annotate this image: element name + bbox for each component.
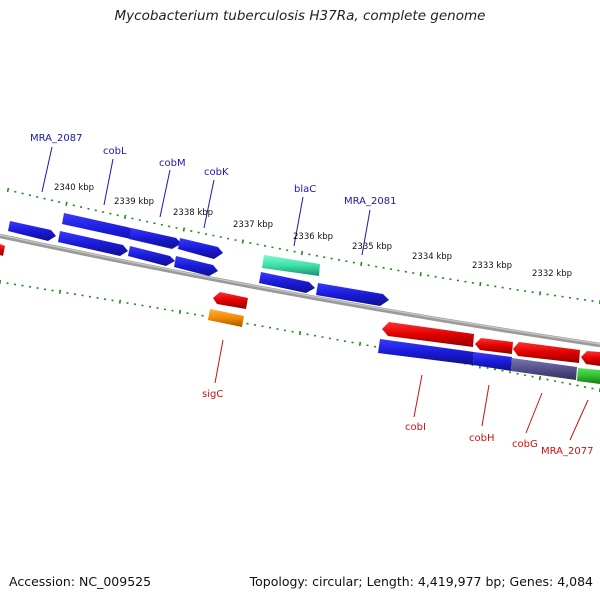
track-dot xyxy=(538,291,542,296)
gene-arrow-blaC[interactable] xyxy=(262,255,320,276)
scale-tick-label: 2339 kbp xyxy=(114,197,154,207)
gene-arrow-cob-small[interactable] xyxy=(174,256,218,276)
scale-tick-label: 2334 kbp xyxy=(412,252,452,262)
track-dot xyxy=(298,330,302,336)
gene-arrow-mra2081-left[interactable] xyxy=(259,272,315,293)
gene-arrow-cobM-outer[interactable] xyxy=(129,228,181,249)
track-dot xyxy=(241,239,245,244)
label-leader-lines-bottom xyxy=(214,339,589,441)
track-dot xyxy=(65,201,68,206)
gene-arrow-cobH[interactable] xyxy=(473,352,512,371)
scale-tick-label: 2338 kbp xyxy=(173,208,213,218)
map-title: Mycobacterium tuberculosis H37Ra, comple… xyxy=(114,8,486,24)
gene-arrow-cobK[interactable] xyxy=(178,238,223,259)
gene-label-cobG: cobG xyxy=(512,439,538,450)
gene-label-cobL: cobL xyxy=(103,146,127,157)
gene-arrow-mra2077[interactable] xyxy=(577,368,600,384)
gene-label-cobM: cobM xyxy=(159,158,186,169)
scale-tick-label: 2335 kbp xyxy=(352,242,392,252)
track-dot xyxy=(123,214,127,220)
gene-label-mra2077: MRA_2077 xyxy=(541,446,593,457)
gene-arrow-sigC-red[interactable] xyxy=(213,292,248,309)
track-dot xyxy=(58,289,62,294)
gene-arrow-cobI-rev[interactable] xyxy=(382,322,474,347)
gene-label-cobK: cobK xyxy=(204,167,229,178)
topology-text: Topology: circular; Length: 4,419,977 bp… xyxy=(249,574,593,589)
gene-arrow-mra2081[interactable] xyxy=(316,283,389,306)
track-dotted-outer xyxy=(6,187,600,305)
genome-backbone xyxy=(0,233,600,348)
label-leader-lines xyxy=(41,146,371,256)
gene-arrow-cobI-fwd[interactable] xyxy=(58,231,128,256)
scale-tick-label: 2336 kbp xyxy=(293,232,333,242)
scale-tick-label: 2332 kbp xyxy=(532,269,572,279)
track-dot xyxy=(360,261,363,267)
scale-tick-label: 2337 kbp xyxy=(233,220,273,230)
gene-arrow-mra2087[interactable] xyxy=(8,221,56,241)
gene-arrow-right-edge-rev[interactable] xyxy=(581,351,600,366)
gene-arrow-cob-mid[interactable] xyxy=(128,246,175,266)
gene-arrow-cobG-rev[interactable] xyxy=(513,342,580,363)
gene-arrow-left-edge[interactable] xyxy=(0,244,5,256)
gene-label-cobI: cobI xyxy=(405,422,426,433)
track-dot xyxy=(479,281,482,287)
accession-text: Accession: NC_009525 xyxy=(9,574,152,589)
gene-label-cobH: cobH xyxy=(469,433,494,444)
gene-label-mra2087: MRA_2087 xyxy=(30,133,82,144)
track-dot xyxy=(178,309,182,314)
track-dot xyxy=(118,299,122,304)
track-dot xyxy=(538,376,542,381)
gene-arrow-cobI[interactable] xyxy=(378,339,474,365)
track-dot xyxy=(6,187,10,193)
track-dot xyxy=(300,250,304,256)
gene-arrow-cobH-rev[interactable] xyxy=(475,338,513,354)
track-dot xyxy=(358,341,362,347)
track-dot xyxy=(182,227,186,232)
scale-tick-label: 2340 kbp xyxy=(54,183,94,193)
gene-arrow-sigC[interactable] xyxy=(208,309,244,327)
gene-label-sigC: sigC xyxy=(202,389,223,400)
scale-tick-label: 2333 kbp xyxy=(472,261,512,271)
gene-label-mra2081: MRA_2081 xyxy=(344,196,396,207)
gene-label-blaC: blaC xyxy=(294,184,316,195)
track-dot xyxy=(419,272,422,277)
gene-arrow-cobG[interactable] xyxy=(511,358,577,380)
